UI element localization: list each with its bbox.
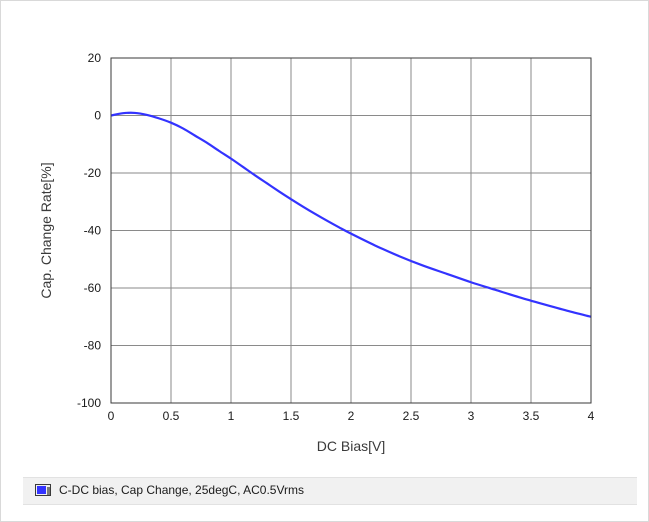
y-tick-label: -60 <box>84 281 102 295</box>
legend-entry-label: C-DC bias, Cap Change, 25degC, AC0.5Vrms <box>59 483 305 497</box>
x-tick-label: 0.5 <box>163 409 180 423</box>
series-layer <box>110 111 592 318</box>
x-tick-label: 4 <box>588 409 595 423</box>
y-tick-label: 0 <box>94 109 101 123</box>
x-tick-label: 2 <box>348 409 355 423</box>
x-tick-label: 2.5 <box>403 409 420 423</box>
x-axis-ticks: 0 0.5 1 1.5 2 2.5 3 3.5 4 <box>108 409 595 423</box>
y-axis-title: Cap. Change Rate[%] <box>38 162 54 298</box>
x-tick-label: 1.5 <box>283 409 300 423</box>
plot-area-border <box>110 57 592 404</box>
y-axis-ticks: 20 0 -20 -40 -60 -80 -100 <box>77 51 101 410</box>
y-tick-label: -80 <box>84 339 102 353</box>
y-tick-label: -100 <box>77 396 101 410</box>
y-tick-label: 20 <box>88 51 102 65</box>
x-tick-label: 3.5 <box>523 409 540 423</box>
x-axis-title: DC Bias[V] <box>317 438 385 454</box>
legend-swatch <box>35 484 51 496</box>
x-tick-label: 0 <box>108 409 115 423</box>
x-tick-label: 3 <box>468 409 475 423</box>
grid <box>110 57 592 404</box>
x-tick-label: 1 <box>228 409 235 423</box>
series-line <box>110 111 592 318</box>
y-tick-label: -20 <box>84 166 102 180</box>
y-tick-label: -40 <box>84 224 102 238</box>
legend: C-DC bias, Cap Change, 25degC, AC0.5Vrms <box>23 477 637 505</box>
chart: 0 0.5 1 1.5 2 2.5 3 3.5 4 20 0 -20 -40 -60 -80 -100 DC… <box>38 51 595 454</box>
